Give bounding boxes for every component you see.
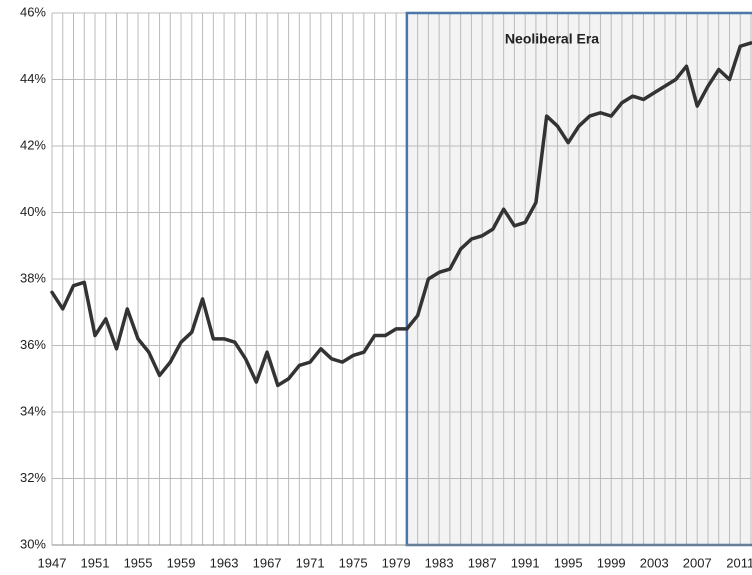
- x-tick-label: 1947: [38, 555, 67, 570]
- x-tick-label: 1975: [339, 555, 368, 570]
- y-tick-label: 32%: [20, 470, 46, 485]
- x-tick-label: 2011: [726, 555, 752, 570]
- x-tick-label: 1983: [425, 555, 454, 570]
- x-tick-label: 2003: [640, 555, 669, 570]
- x-tick-label: 1959: [167, 555, 196, 570]
- x-tick-label: 1979: [382, 555, 411, 570]
- y-tick-label: 36%: [20, 337, 46, 352]
- data-line: [50, 41, 752, 388]
- x-tick-label: 1951: [81, 555, 110, 570]
- y-tick-label: 30%: [20, 536, 46, 551]
- y-tick-label: 34%: [20, 403, 46, 418]
- y-tick-label: 38%: [20, 270, 46, 285]
- x-tick-label: 1963: [210, 555, 239, 570]
- y-tick-label: 46%: [20, 4, 46, 19]
- x-tick-label: 1991: [511, 555, 540, 570]
- x-tick-label: 2007: [683, 555, 712, 570]
- y-tick-label: 40%: [20, 204, 46, 219]
- x-tick-label: 1955: [124, 555, 153, 570]
- y-tick-label: 44%: [20, 71, 46, 86]
- region-label: Neoliberal Era: [505, 31, 599, 47]
- x-tick-label: 1987: [468, 555, 497, 570]
- x-tick-label: 1971: [296, 555, 325, 570]
- y-tick-label: 42%: [20, 137, 46, 152]
- x-tick-label: 1995: [554, 555, 583, 570]
- x-tick-label: 1967: [253, 555, 282, 570]
- x-tick-label: 1999: [597, 555, 626, 570]
